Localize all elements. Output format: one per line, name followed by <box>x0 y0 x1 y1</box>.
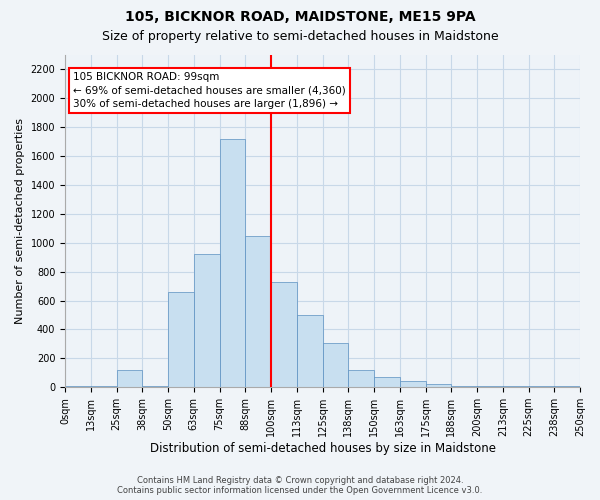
Bar <box>374 377 400 387</box>
Text: Size of property relative to semi-detached houses in Maidstone: Size of property relative to semi-detach… <box>101 30 499 43</box>
Bar <box>503 386 529 387</box>
Bar <box>271 282 297 387</box>
Bar <box>477 386 503 387</box>
Bar <box>451 386 477 387</box>
Text: Contains HM Land Registry data © Crown copyright and database right 2024.
Contai: Contains HM Land Registry data © Crown c… <box>118 476 482 495</box>
Bar <box>65 386 91 387</box>
Y-axis label: Number of semi-detached properties: Number of semi-detached properties <box>15 118 25 324</box>
Bar <box>348 370 374 387</box>
Bar <box>220 139 245 387</box>
Bar <box>554 386 580 387</box>
Text: 105, BICKNOR ROAD, MAIDSTONE, ME15 9PA: 105, BICKNOR ROAD, MAIDSTONE, ME15 9PA <box>125 10 475 24</box>
Bar <box>425 384 451 387</box>
Bar <box>245 236 271 387</box>
Bar <box>168 292 194 387</box>
Bar <box>297 315 323 387</box>
Bar <box>91 386 116 387</box>
X-axis label: Distribution of semi-detached houses by size in Maidstone: Distribution of semi-detached houses by … <box>149 442 496 455</box>
Bar <box>323 343 348 387</box>
Bar <box>194 254 220 387</box>
Bar <box>529 386 554 387</box>
Bar <box>142 386 168 387</box>
Text: 105 BICKNOR ROAD: 99sqm
← 69% of semi-detached houses are smaller (4,360)
30% of: 105 BICKNOR ROAD: 99sqm ← 69% of semi-de… <box>73 72 346 108</box>
Bar <box>116 370 142 387</box>
Bar <box>400 380 425 387</box>
